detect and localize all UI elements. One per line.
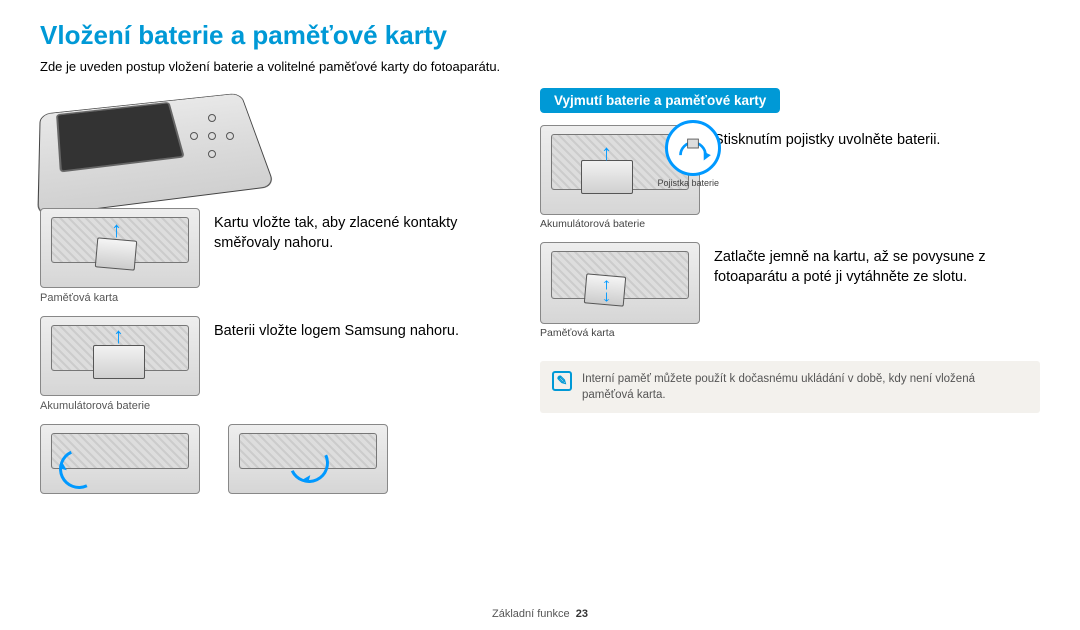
- latch-inset-label: Pojistka baterie: [657, 178, 719, 188]
- card-eject-text: Zatlačte jemně na kartu, až se povysune …: [714, 242, 1014, 287]
- content-columns: ↓ ↑ Paměťová karta Kartu vložte tak, aby…: [40, 88, 1040, 494]
- arrow-down-icon: ↑: [601, 289, 612, 307]
- note-text: Interní paměť můžete použít k dočasnému …: [582, 371, 1028, 403]
- arrow-up-icon: ↑: [601, 140, 612, 166]
- card-eject-caption: Paměťová karta: [540, 327, 700, 339]
- battery-caption: Akumulátorová baterie: [40, 400, 200, 412]
- close-door-img-1: [40, 424, 200, 494]
- footer-label: Základní funkce: [492, 608, 570, 620]
- arrow-up-icon: ↑: [113, 323, 124, 349]
- battery-release-text: Stisknutím pojistky uvolněte baterii.: [714, 125, 940, 151]
- card-slot-illustration: ↑: [40, 208, 200, 288]
- remove-section-header: Vyjmutí baterie a paměťové karty: [540, 88, 780, 113]
- battery-slot-illustration: ↑: [40, 316, 200, 396]
- battery-release-caption: Akumulátorová baterie: [540, 218, 700, 230]
- camera-illustration: ↓: [40, 88, 260, 208]
- card-eject-illustration: ↑ ↑: [540, 242, 700, 324]
- step-insert-battery: ↑ Akumulátorová baterie Baterii vložte l…: [40, 316, 510, 412]
- right-column: Vyjmutí baterie a paměťové karty ↑ Poj: [540, 88, 1040, 494]
- latch-inset-circle: [665, 120, 721, 176]
- step-eject-card: ↑ ↑ Paměťová karta Zatlačte jemně na kar…: [540, 242, 1040, 339]
- page-title: Vložení baterie a paměťové karty: [40, 20, 1040, 51]
- arrow-up-icon: ↑: [111, 217, 122, 243]
- footer-page-number: 23: [576, 608, 588, 620]
- step-battery-text: Baterii vložte logem Samsung nahoru.: [214, 316, 459, 342]
- battery-release-illustration: ↑ Pojistka baterie: [540, 125, 700, 215]
- left-column: ↓ ↑ Paměťová karta Kartu vložte tak, aby…: [40, 88, 510, 494]
- step-insert-card: ↑ Paměťová karta Kartu vložte tak, aby z…: [40, 208, 510, 304]
- page-footer: Základní funkce 23: [0, 608, 1080, 620]
- intro-text: Zde je uveden postup vložení baterie a v…: [40, 59, 1040, 74]
- step-release-battery: ↑ Pojistka baterie Akumulátorová baterie…: [540, 125, 1040, 230]
- note-icon: ✎: [552, 371, 572, 391]
- step-card-text: Kartu vložte tak, aby zlacené kontakty s…: [214, 208, 510, 253]
- close-door-img-2: [228, 424, 388, 494]
- card-caption: Paměťová karta: [40, 292, 200, 304]
- note-box: ✎ Interní paměť můžete použít k dočasném…: [540, 361, 1040, 413]
- close-door-illustrations: [40, 424, 510, 494]
